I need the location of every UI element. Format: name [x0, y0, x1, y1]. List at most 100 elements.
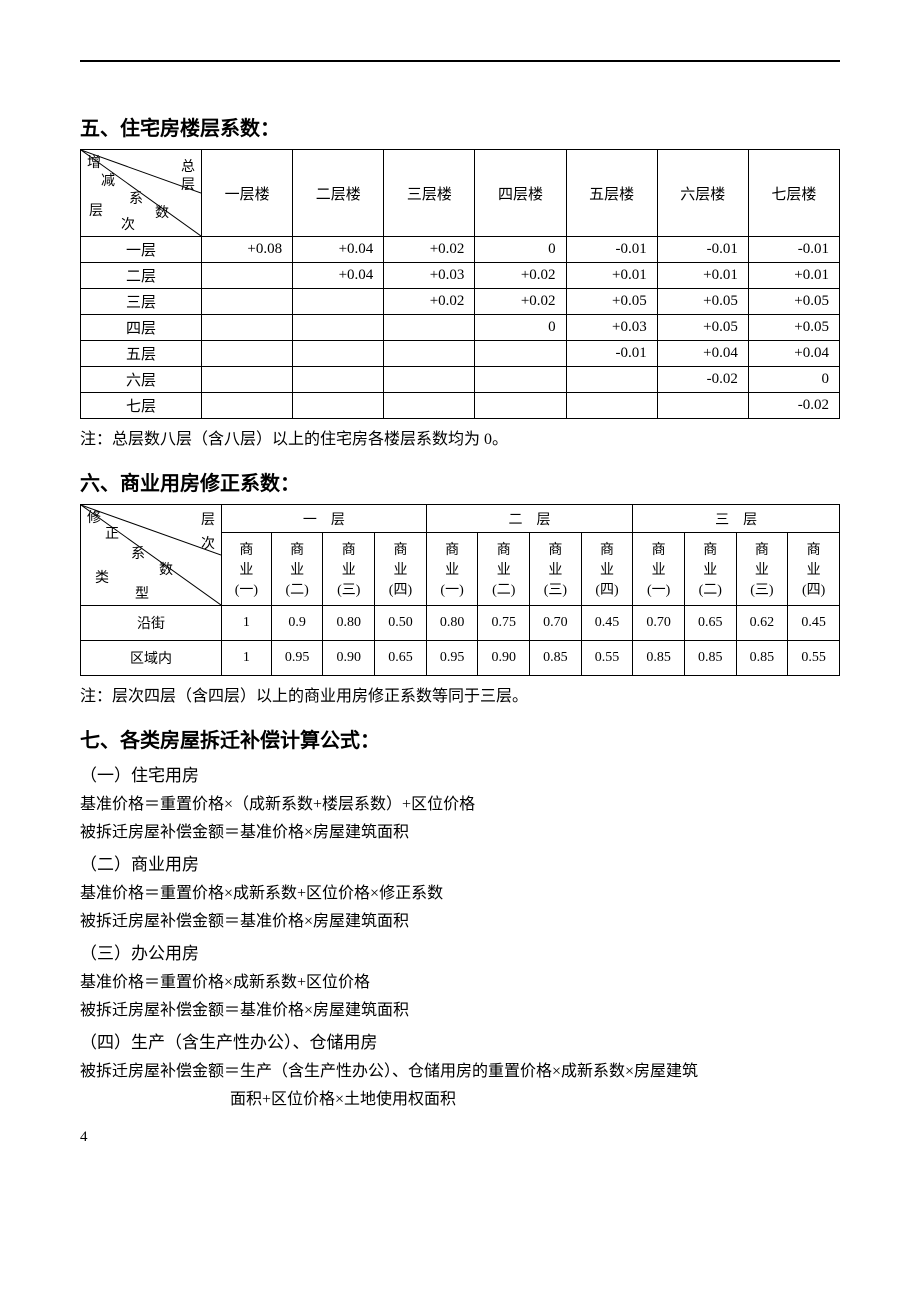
- t1-cell: [384, 367, 475, 393]
- t2-subcol: 商业(二): [271, 533, 323, 606]
- t1-cell: +0.05: [657, 315, 748, 341]
- t1-col: 一层楼: [202, 150, 293, 237]
- t2-cell: 0.75: [478, 606, 530, 641]
- t1-cell: [566, 367, 657, 393]
- t2-cell: 0.55: [581, 641, 633, 676]
- t1-row-label: 六层: [81, 367, 202, 393]
- section5-note: 注：总层数八层（含八层）以上的住宅房各楼层系数均为 0。: [80, 425, 840, 449]
- t2-cell: 0.65: [684, 606, 736, 641]
- t2-cell: 0.80: [323, 606, 375, 641]
- t1-cell: +0.05: [657, 289, 748, 315]
- t1-cell: +0.01: [748, 263, 839, 289]
- t1-row-label: 一层: [81, 237, 202, 263]
- t1-cell: +0.01: [657, 263, 748, 289]
- t2-cell: 0.65: [375, 641, 427, 676]
- top-rule: [80, 60, 840, 62]
- t2-cell: 0.80: [426, 606, 478, 641]
- t2-subcol: 商业(一): [222, 533, 272, 606]
- formula-line: 被拆迁房屋补偿金额＝基准价格×房屋建筑面积: [80, 818, 840, 842]
- t1-row-label: 七层: [81, 393, 202, 419]
- table-floor-coef: 增 减 系 数 总 层 层 次 一层楼 二层楼 三层楼 四层楼 五层楼 六层楼 …: [80, 149, 840, 419]
- t1-cell: [475, 393, 566, 419]
- t1-cell: [202, 263, 293, 289]
- formula-line: 基准价格＝重置价格×成新系数+区位价格×修正系数: [80, 879, 840, 903]
- t2-subcol: 商业(四): [375, 533, 427, 606]
- t1-cell: +0.02: [384, 289, 475, 315]
- section6-title: 六、商业用房修正系数：: [80, 467, 840, 496]
- section7-subtitle: （二）商业用房: [80, 850, 840, 875]
- t1-cell: +0.04: [293, 237, 384, 263]
- t1-cell: +0.04: [748, 341, 839, 367]
- t2-cell: 0.55: [788, 641, 840, 676]
- t1-cell: +0.03: [384, 263, 475, 289]
- t2-cell: 0.85: [633, 641, 685, 676]
- t2-cell: 0.45: [581, 606, 633, 641]
- t2-row-label: 区域内: [81, 641, 222, 676]
- table2-diag-header: 修 正 系 数 层 次 类 型: [81, 505, 222, 606]
- t1-cell: [202, 367, 293, 393]
- t2-row-label: 沿街: [81, 606, 222, 641]
- t2-subcol: 商业(二): [684, 533, 736, 606]
- t1-col: 四层楼: [475, 150, 566, 237]
- t1-cell: [293, 367, 384, 393]
- t1-cell: [202, 289, 293, 315]
- t2-cell: 0.70: [530, 606, 582, 641]
- t2-subcol: 商业(二): [478, 533, 530, 606]
- t1-cell: +0.04: [657, 341, 748, 367]
- section5-title: 五、住宅房楼层系数：: [80, 112, 840, 141]
- t1-col: 六层楼: [657, 150, 748, 237]
- t1-cell: [293, 315, 384, 341]
- t1-col: 五层楼: [566, 150, 657, 237]
- formula-line: 被拆迁房屋补偿金额＝基准价格×房屋建筑面积: [80, 996, 840, 1020]
- t1-row-label: 四层: [81, 315, 202, 341]
- formula-line: 基准价格＝重置价格×（成新系数+楼层系数）+区位价格: [80, 790, 840, 814]
- t1-row-label: 五层: [81, 341, 202, 367]
- t1-cell: +0.05: [566, 289, 657, 315]
- t2-cell: 0.90: [323, 641, 375, 676]
- t2-subcol: 商业(三): [530, 533, 582, 606]
- t1-cell: +0.03: [566, 315, 657, 341]
- t2-cell: 0.85: [530, 641, 582, 676]
- t1-cell: [202, 393, 293, 419]
- t2-cell: 0.90: [478, 641, 530, 676]
- formula-line: 被拆迁房屋补偿金额＝基准价格×房屋建筑面积: [80, 907, 840, 931]
- t1-cell: +0.05: [748, 289, 839, 315]
- t1-cell: 0: [748, 367, 839, 393]
- t1-cell: -0.01: [748, 237, 839, 263]
- t2-cell: 0.95: [426, 641, 478, 676]
- t1-col: 七层楼: [748, 150, 839, 237]
- t2-cell: 1: [222, 606, 272, 641]
- t2-subcol: 商业(三): [736, 533, 788, 606]
- t2-subcol: 商业(一): [633, 533, 685, 606]
- t1-cell: [475, 341, 566, 367]
- table1-diag-header: 增 减 系 数 总 层 层 次: [81, 150, 202, 237]
- t2-cell: 1: [222, 641, 272, 676]
- section7-title: 七、各类房屋拆迁补偿计算公式：: [80, 724, 840, 753]
- t2-cell: 0.9: [271, 606, 323, 641]
- t1-cell: -0.02: [657, 367, 748, 393]
- t1-cell: -0.01: [566, 237, 657, 263]
- t1-row-label: 二层: [81, 263, 202, 289]
- t1-cell: [202, 341, 293, 367]
- t2-subcol: 商业(四): [788, 533, 840, 606]
- t2-cell: 0.85: [684, 641, 736, 676]
- t1-cell: [384, 315, 475, 341]
- t1-cell: -0.01: [657, 237, 748, 263]
- t1-cell: [657, 393, 748, 419]
- t2-topcol: 三 层: [633, 505, 840, 533]
- t1-cell: [202, 315, 293, 341]
- t1-cell: +0.08: [202, 237, 293, 263]
- t2-subcol: 商业(三): [323, 533, 375, 606]
- t1-cell: +0.05: [748, 315, 839, 341]
- section7-subtitle: （三）办公用房: [80, 939, 840, 964]
- t1-cell: +0.02: [475, 289, 566, 315]
- t1-cell: +0.02: [384, 237, 475, 263]
- t1-cell: [293, 341, 384, 367]
- t1-cell: [293, 393, 384, 419]
- t1-cell: [566, 393, 657, 419]
- table-commercial-coef: 修 正 系 数 层 次 类 型 一 层 二 层 三 层 商业(一)商业(二)商业…: [80, 504, 840, 676]
- t2-cell: 0.45: [788, 606, 840, 641]
- t2-subcol: 商业(一): [426, 533, 478, 606]
- section6-note: 注：层次四层（含四层）以上的商业用房修正系数等同于三层。: [80, 682, 840, 706]
- t1-cell: +0.01: [566, 263, 657, 289]
